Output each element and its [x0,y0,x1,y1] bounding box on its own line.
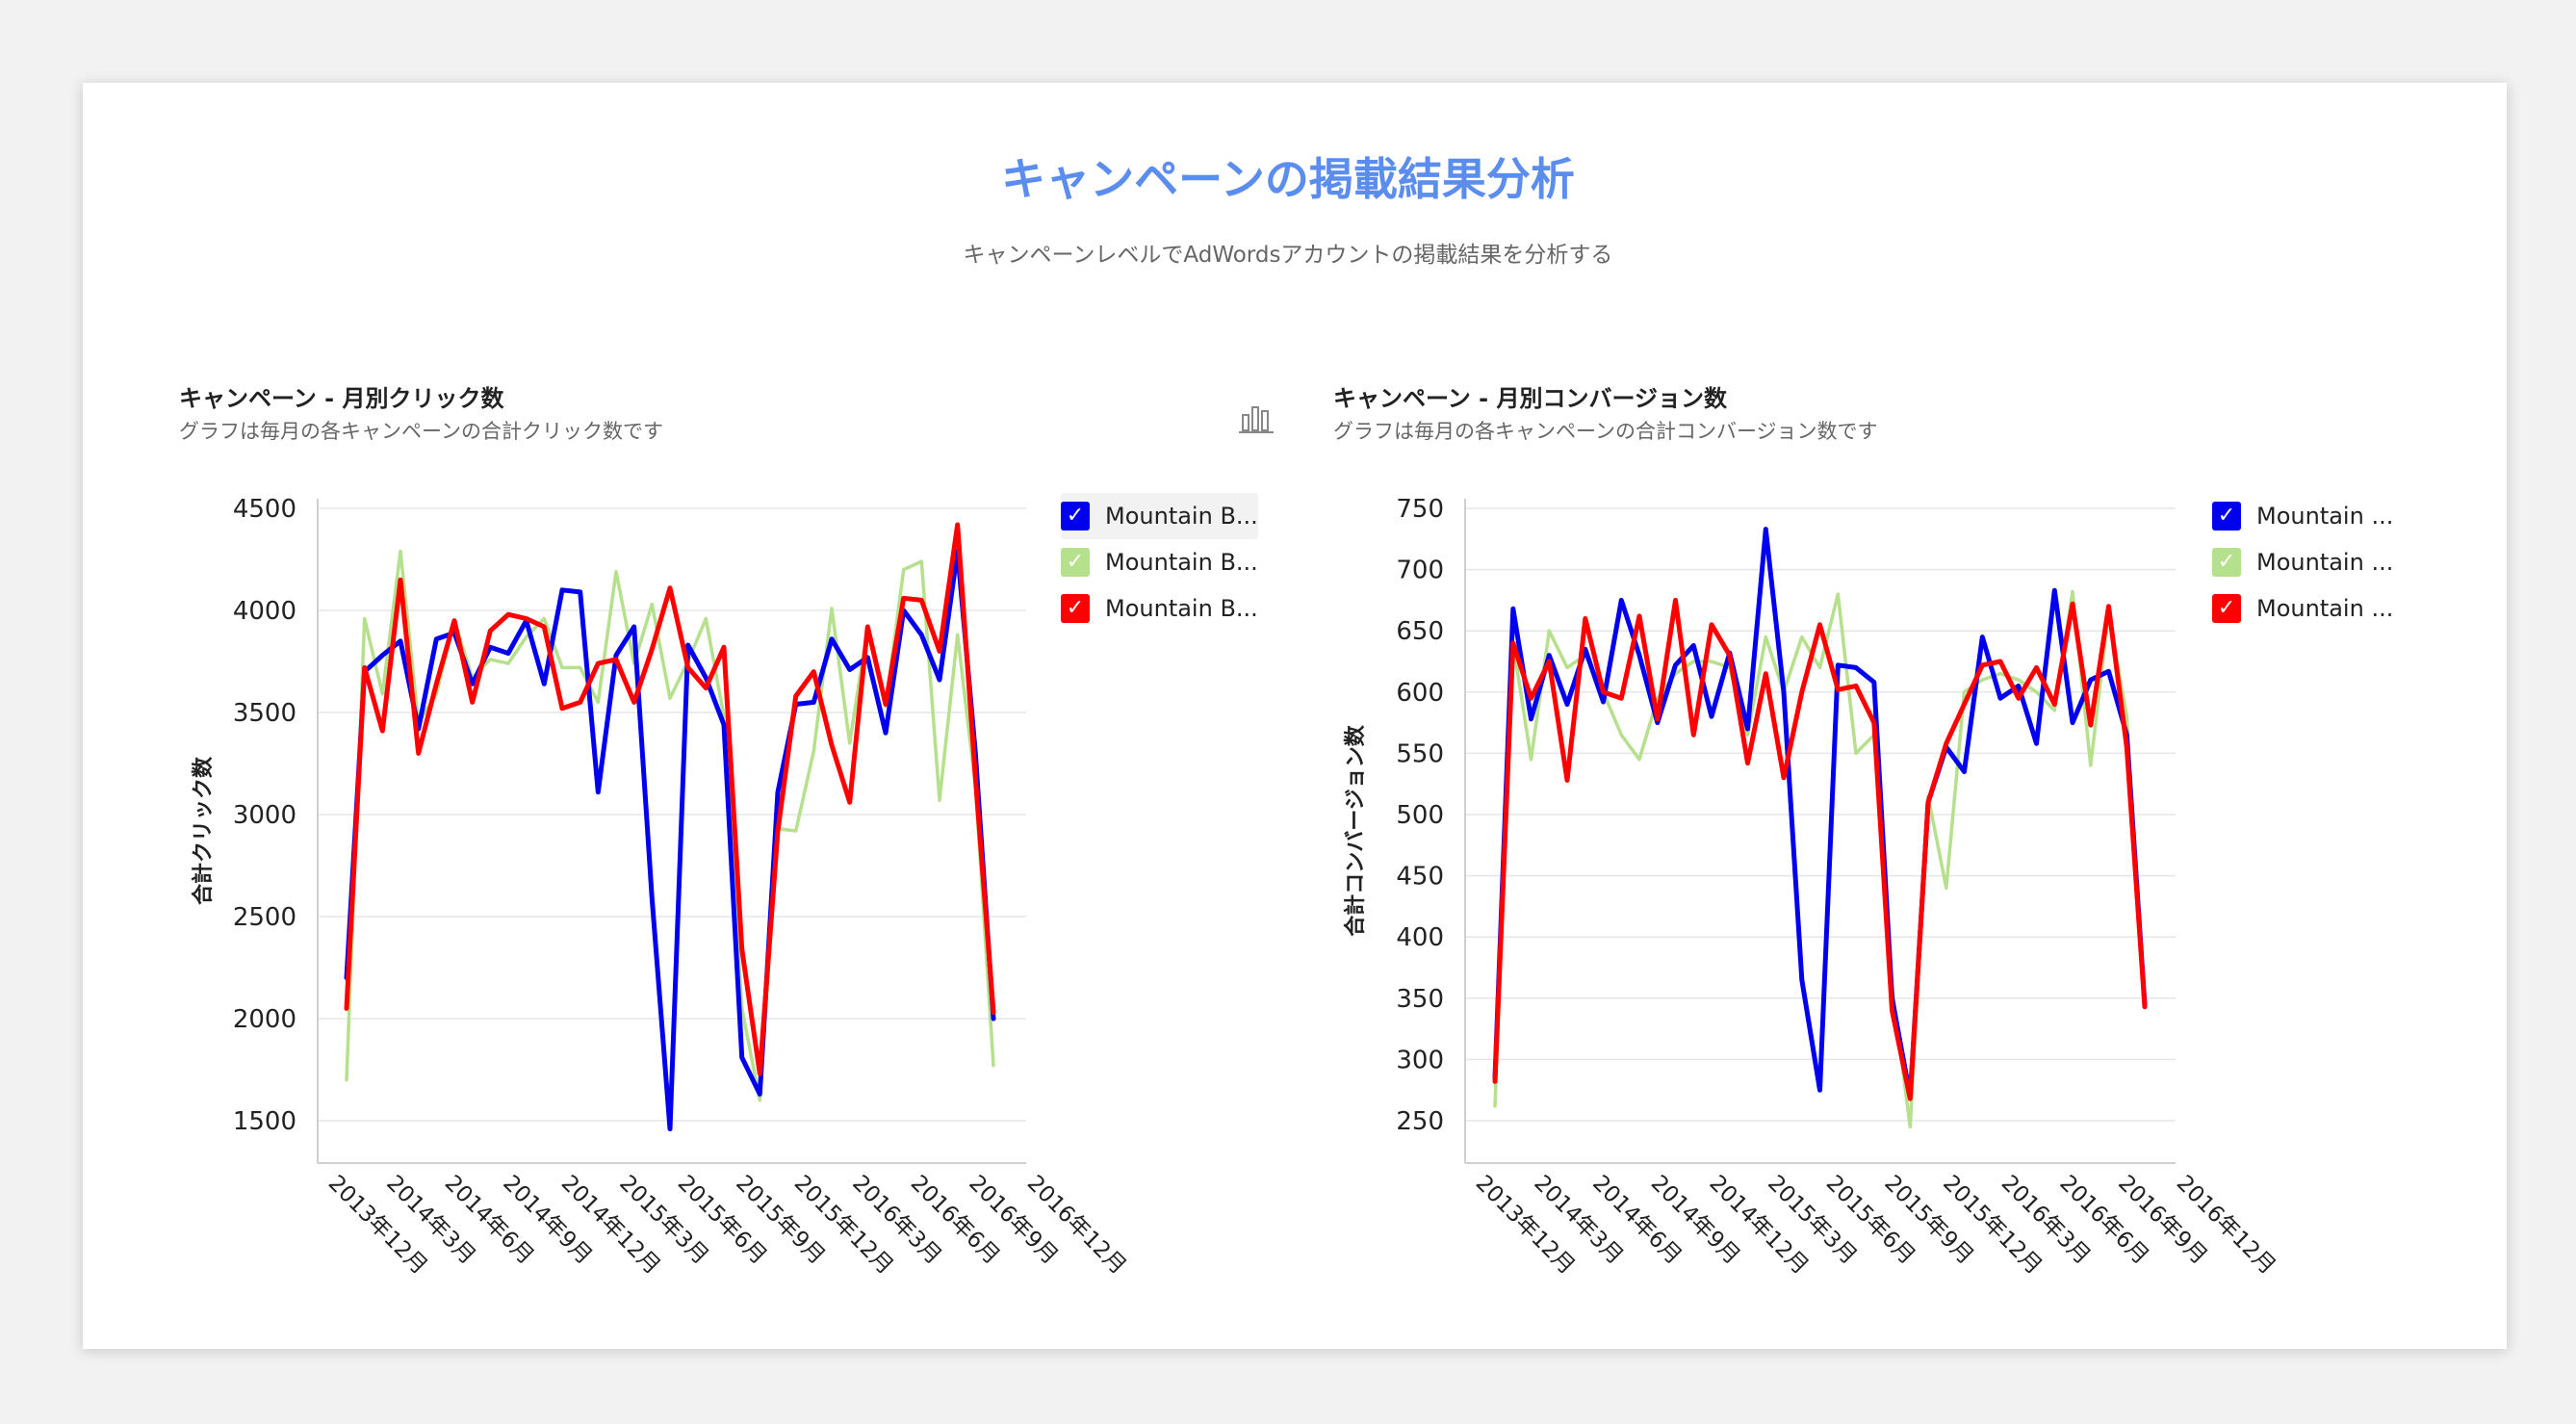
legend-label: Mountain ... [2256,595,2394,622]
clicks-legend: ✓ Mountain B... ✓ Mountain B... ✓ Mounta… [1061,493,1258,632]
legend-item-series-3[interactable]: ✓ Mountain B... [1061,585,1258,632]
legend-label: Mountain ... [2256,503,2394,530]
bar-chart-icon[interactable] [1235,400,1277,438]
y-tick-label: 4000 [233,597,296,626]
checkbox-icon[interactable]: ✓ [1061,502,1090,531]
y-tick-label: 4500 [233,495,296,524]
clicks-chart-title: キャンペーン - 月別クリック数 [179,385,504,412]
legend-item-series-2[interactable]: ✓ Mountain B... [1061,539,1258,585]
legend-item-series-3[interactable]: ✓ Mountain ... [2212,585,2393,632]
conversions-chart-title: キャンペーン - 月別コンバージョン数 [1333,385,1727,412]
y-axis-label: 合計クリック数 [191,756,216,905]
conversions-chart-subtitle: グラフは毎月の各キャンペーンの合計コンバージョン数です [1333,420,1878,443]
legend-label: Mountain B... [1105,503,1258,530]
y-tick-label: 1500 [233,1107,296,1136]
y-tick-label: 2500 [233,903,296,932]
legend-item-series-1[interactable]: ✓ Mountain ... [2212,493,2393,539]
conversions-legend: ✓ Mountain ... ✓ Mountain ... ✓ Mountain… [2212,493,2393,632]
checkbox-icon[interactable]: ✓ [1061,594,1090,623]
clicks-chart-subtitle: グラフは毎月の各キャンペーンの合計クリック数です [179,420,663,443]
checkbox-icon[interactable]: ✓ [2212,594,2241,623]
legend-label: Mountain B... [1105,549,1258,576]
legend-item-series-1[interactable]: ✓ Mountain B... [1061,493,1258,539]
checkbox-icon[interactable]: ✓ [2212,548,2241,577]
y-tick-label: 3000 [233,801,296,830]
page-subtitle: キャンペーンレベルでAdWordsアカウントの掲載結果を分析する [963,243,1613,268]
checkbox-icon[interactable]: ✓ [2212,502,2241,531]
legend-label: Mountain B... [1105,595,1258,622]
legend-label: Mountain ... [2256,549,2394,576]
y-tick-label: 3500 [233,699,296,728]
legend-item-series-2[interactable]: ✓ Mountain ... [2212,539,2393,585]
page-title: キャンペーンの掲載結果分析 [1001,153,1575,205]
series-line-3 [344,522,996,1076]
x-tick-label: 2016年12月 [1022,1171,1131,1280]
y-tick-label: 2000 [233,1005,296,1034]
checkbox-icon[interactable]: ✓ [1061,548,1090,577]
series-line-1 [344,549,996,1131]
